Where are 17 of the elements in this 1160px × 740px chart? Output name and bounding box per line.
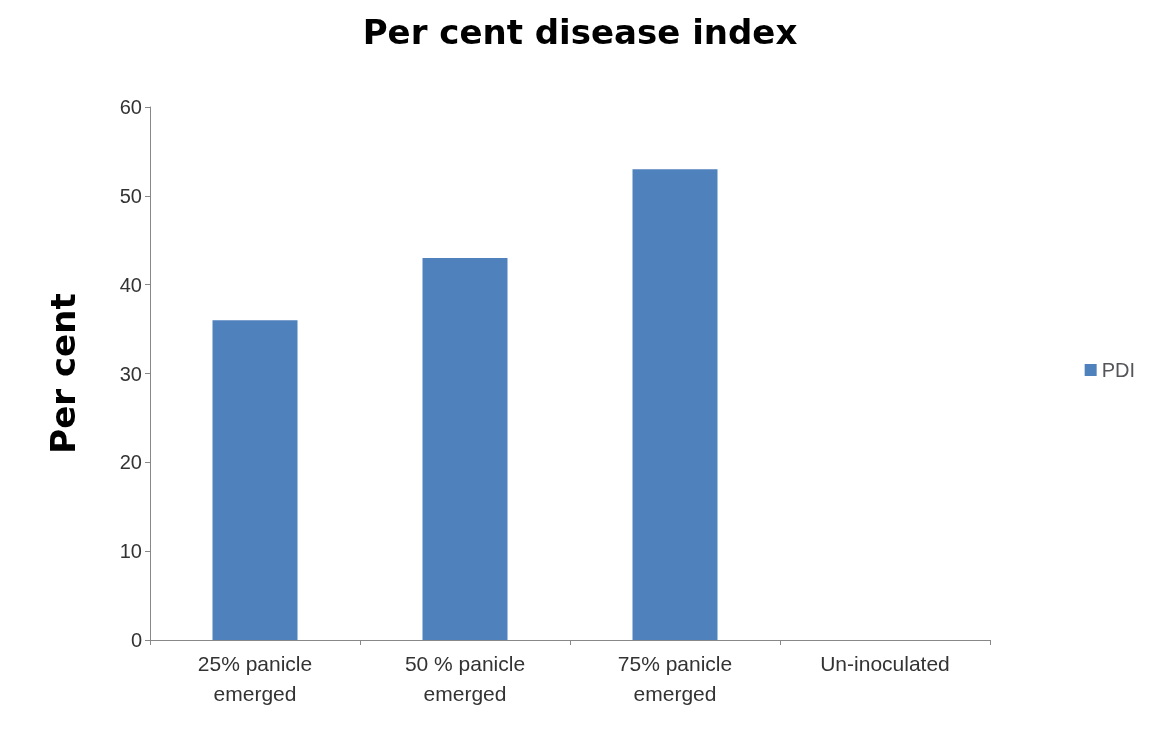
- y-tick-label: 60: [119, 96, 142, 118]
- y-tick-label: 40: [119, 273, 142, 296]
- bar: [632, 169, 718, 640]
- y-axis-title: Per cent: [43, 293, 83, 454]
- y-tick-label: 50: [119, 184, 142, 207]
- legend-label: PDI: [1101, 359, 1135, 381]
- bar: [422, 258, 508, 640]
- y-tick-label: 0: [130, 629, 142, 651]
- x-tick-label: 25% panicle emerged: [197, 651, 313, 705]
- chart-title: Per cent disease index: [362, 12, 798, 52]
- y-tick-label: 30: [119, 362, 142, 385]
- x-tick-label: 50 % panicle emerged: [404, 651, 526, 705]
- y-tick-label: 10: [119, 540, 142, 563]
- bar: [212, 320, 298, 640]
- x-tick-label: 75% panicle emerged: [617, 651, 733, 705]
- x-tick-label: Un-inoculated: [820, 651, 950, 675]
- y-tick-label: 20: [119, 451, 142, 474]
